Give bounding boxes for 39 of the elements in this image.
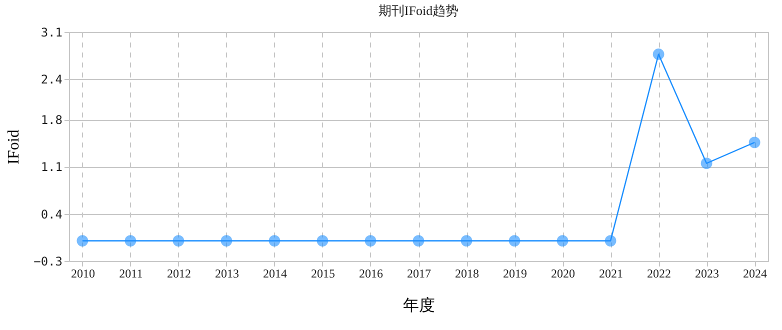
point: [268, 235, 280, 246]
y-tick-label: 3.1: [40, 26, 62, 40]
x-tick-label: 2017: [407, 266, 431, 280]
x-tick-label: 2019: [503, 266, 528, 280]
x-tick-label: 2010: [70, 266, 95, 280]
point: [508, 235, 520, 246]
x-tick-label: 2016: [358, 266, 383, 280]
x-tick-label: 2022: [647, 266, 672, 280]
y-tick-label: 1.8: [40, 113, 62, 128]
point: [460, 235, 472, 246]
chart-title: 期刊IFoid趋势: [378, 3, 459, 18]
point: [556, 235, 568, 246]
point: [316, 235, 328, 246]
point: [124, 235, 136, 246]
point: [748, 136, 760, 148]
y-tick-label: 0.4: [40, 207, 62, 222]
point: [604, 235, 616, 246]
x-tick-label: 2023: [695, 266, 720, 280]
point: [700, 158, 712, 170]
x-tick-label: 2013: [214, 266, 239, 280]
x-tick-label: 2011: [119, 266, 143, 280]
y-tick-label: 2.4: [40, 72, 62, 87]
x-tick-label: 2021: [599, 266, 624, 280]
x-tick-label: 2015: [310, 266, 335, 280]
point: [220, 235, 232, 246]
y-axis-title: IFoid: [6, 130, 23, 164]
x-axis-title: 年度: [403, 296, 435, 314]
x-tick-label: 2024: [743, 266, 768, 280]
x-tick-label: 2012: [166, 266, 191, 280]
x-tick-label: 2014: [262, 266, 287, 280]
point: [76, 235, 88, 246]
y-tick-label: −0.3: [34, 254, 62, 268]
x-tick-label: 2020: [551, 266, 576, 280]
x-tick-label: 2018: [455, 266, 480, 280]
point: [364, 235, 376, 246]
point: [172, 235, 184, 246]
y-tick-label: 1.1: [40, 160, 62, 174]
point: [652, 48, 664, 60]
point: [412, 235, 424, 246]
